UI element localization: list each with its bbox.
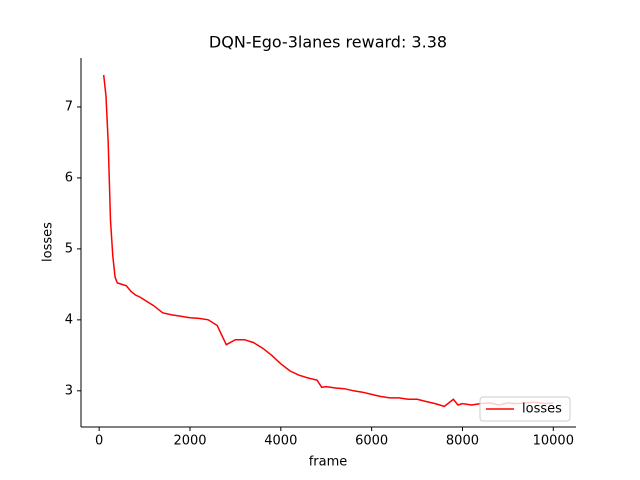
y-tick-label: 7 (65, 99, 73, 114)
x-tick-label: 8000 (446, 434, 479, 449)
y-tick-label: 4 (65, 312, 73, 327)
y-tick-label: 3 (65, 383, 73, 398)
x-tick-label: 0 (95, 434, 103, 449)
y-axis-label: losses (41, 222, 56, 262)
y-tick-label: 5 (65, 241, 73, 256)
chart-title: DQN-Ego-3lanes reward: 3.38 (209, 33, 447, 52)
line-series (102, 74, 554, 408)
x-tick-label: 2000 (173, 434, 206, 449)
x-axis-label: frame (309, 455, 348, 470)
legend-label: losses (522, 402, 562, 417)
x-tick-label: 10000 (533, 434, 574, 449)
x-tick-label: 6000 (355, 434, 388, 449)
legend-box (479, 396, 571, 422)
x-tick-label: 4000 (264, 434, 297, 449)
y-tick-label: 6 (65, 170, 73, 185)
